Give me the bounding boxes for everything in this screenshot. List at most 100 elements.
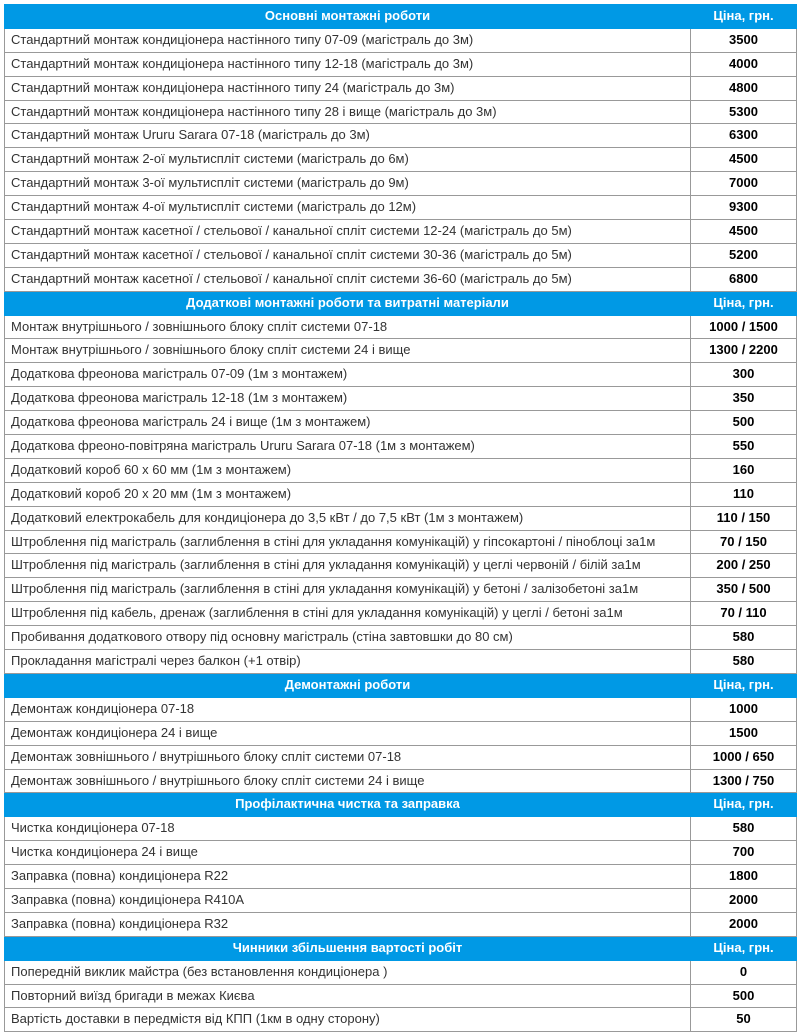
section-title: Основні монтажні роботи: [5, 5, 691, 29]
service-price: 1500: [691, 721, 797, 745]
service-price: 350 / 500: [691, 578, 797, 602]
section-header-row: Профілактична чистка та заправкаЦіна, гр…: [5, 793, 797, 817]
section-title: Додаткові монтажні роботи та витратні ма…: [5, 291, 691, 315]
service-description: Пробивання додаткового отвору під основн…: [5, 626, 691, 650]
section-header-row: Основні монтажні роботиЦіна, грн.: [5, 5, 797, 29]
service-price: 1000 / 650: [691, 745, 797, 769]
service-description: Стандартний монтаж 2-ої мультиспліт сист…: [5, 148, 691, 172]
section-title: Профілактична чистка та заправка: [5, 793, 691, 817]
service-description: Штроблення під магістраль (заглиблення в…: [5, 554, 691, 578]
table-row: Демонтаж зовнішнього / внутрішнього блок…: [5, 769, 797, 793]
service-price: 70 / 110: [691, 602, 797, 626]
service-price: 7000: [691, 172, 797, 196]
service-description: Стандартний монтаж касетної / стельової …: [5, 243, 691, 267]
service-description: Додаткова фреонова магістраль 07-09 (1м …: [5, 363, 691, 387]
table-row: Штроблення під магістраль (заглиблення в…: [5, 554, 797, 578]
service-description: Заправка (повна) кондиціонера R410A: [5, 888, 691, 912]
table-row: Стандартний монтаж касетної / стельової …: [5, 243, 797, 267]
table-row: Додаткова фреонова магістраль 07-09 (1м …: [5, 363, 797, 387]
service-description: Штроблення під магістраль (заглиблення в…: [5, 578, 691, 602]
service-price: 70 / 150: [691, 530, 797, 554]
service-price: 580: [691, 817, 797, 841]
table-row: Штроблення під магістраль (заглиблення в…: [5, 578, 797, 602]
service-price: 580: [691, 626, 797, 650]
table-row: Штроблення під магістраль (заглиблення в…: [5, 530, 797, 554]
service-description: Повторний виїзд бригади в межах Києва: [5, 984, 691, 1008]
table-row: Стандартний монтаж кондиціонера настінно…: [5, 100, 797, 124]
section-header-row: Демонтажні роботиЦіна, грн.: [5, 673, 797, 697]
service-description: Заправка (повна) кондиціонера R32: [5, 912, 691, 936]
table-row: Додатковий короб 60 х 60 мм (1м з монтаж…: [5, 458, 797, 482]
service-description: Штроблення під кабель, дренаж (заглиблен…: [5, 602, 691, 626]
table-row: Стандартний монтаж кондиціонера настінно…: [5, 52, 797, 76]
service-price: 5200: [691, 243, 797, 267]
table-row: Чистка кондиціонера 07-18580: [5, 817, 797, 841]
table-row: Монтаж внутрішнього / зовнішнього блоку …: [5, 339, 797, 363]
price-column-header: Ціна, грн.: [691, 936, 797, 960]
table-row: Стандартний монтаж 2-ої мультиспліт сист…: [5, 148, 797, 172]
price-column-header: Ціна, грн.: [691, 291, 797, 315]
price-table: Основні монтажні роботиЦіна, грн.Стандар…: [4, 4, 797, 1032]
service-description: Прокладання магістралі через балкон (+1 …: [5, 650, 691, 674]
service-description: Додатковий електрокабель для кондиціонер…: [5, 506, 691, 530]
service-description: Стандартний монтаж 4-ої мультиспліт сист…: [5, 196, 691, 220]
service-description: Додаткова фреонова магістраль 12-18 (1м …: [5, 387, 691, 411]
service-description: Демонтаж кондиціонера 24 і вище: [5, 721, 691, 745]
table-row: Додаткова фреоно-повітряна магістраль Ur…: [5, 435, 797, 459]
service-description: Стандартний монтаж кондиціонера настінно…: [5, 52, 691, 76]
service-price: 6800: [691, 267, 797, 291]
service-price: 1800: [691, 865, 797, 889]
table-row: Стандартний монтаж касетної / стельової …: [5, 267, 797, 291]
service-description: Заправка (повна) кондиціонера R22: [5, 865, 691, 889]
service-price: 500: [691, 984, 797, 1008]
table-row: Монтаж внутрішнього / зовнішнього блоку …: [5, 315, 797, 339]
table-row: Додаткова фреонова магістраль 24 і вище …: [5, 411, 797, 435]
table-row: Демонтаж зовнішнього / внутрішнього блок…: [5, 745, 797, 769]
service-description: Попередній виклик майстра (без встановле…: [5, 960, 691, 984]
service-description: Демонтаж кондиціонера 07-18: [5, 697, 691, 721]
service-price: 4500: [691, 148, 797, 172]
service-price: 700: [691, 841, 797, 865]
section-title: Чинники збільшення вартості робіт: [5, 936, 691, 960]
section-header-row: Додаткові монтажні роботи та витратні ма…: [5, 291, 797, 315]
table-row: Заправка (повна) кондиціонера R410A2000: [5, 888, 797, 912]
table-row: Стандартний монтаж Ururu Sarara 07-18 (м…: [5, 124, 797, 148]
service-price: 4800: [691, 76, 797, 100]
table-row: Заправка (повна) кондиціонера R322000: [5, 912, 797, 936]
service-price: 580: [691, 650, 797, 674]
table-row: Прокладання магістралі через балкон (+1 …: [5, 650, 797, 674]
service-description: Демонтаж зовнішнього / внутрішнього блок…: [5, 769, 691, 793]
table-row: Чистка кондиціонера 24 і вище700: [5, 841, 797, 865]
service-price: 50: [691, 1008, 797, 1032]
service-price: 110: [691, 482, 797, 506]
section-title: Демонтажні роботи: [5, 673, 691, 697]
table-row: Додатковий електрокабель для кондиціонер…: [5, 506, 797, 530]
service-price: 6300: [691, 124, 797, 148]
service-description: Демонтаж зовнішнього / внутрішнього блок…: [5, 745, 691, 769]
service-price: 9300: [691, 196, 797, 220]
price-column-header: Ціна, грн.: [691, 793, 797, 817]
table-row: Попередній виклик майстра (без встановле…: [5, 960, 797, 984]
service-description: Штроблення під магістраль (заглиблення в…: [5, 530, 691, 554]
service-description: Монтаж внутрішнього / зовнішнього блоку …: [5, 339, 691, 363]
service-price: 1000 / 1500: [691, 315, 797, 339]
service-price: 3500: [691, 28, 797, 52]
service-description: Стандартний монтаж кондиціонера настінно…: [5, 28, 691, 52]
service-price: 550: [691, 435, 797, 459]
service-description: Чистка кондиціонера 07-18: [5, 817, 691, 841]
table-row: Стандартний монтаж кондиціонера настінно…: [5, 28, 797, 52]
service-description: Монтаж внутрішнього / зовнішнього блоку …: [5, 315, 691, 339]
price-column-header: Ціна, грн.: [691, 5, 797, 29]
service-description: Стандартний монтаж касетної / стельової …: [5, 220, 691, 244]
table-row: Вартість доставки в передмістя від КПП (…: [5, 1008, 797, 1032]
service-price: 110 / 150: [691, 506, 797, 530]
price-column-header: Ціна, грн.: [691, 673, 797, 697]
service-price: 2000: [691, 912, 797, 936]
table-row: Демонтаж кондиціонера 24 і вище1500: [5, 721, 797, 745]
service-price: 0: [691, 960, 797, 984]
service-price: 1300 / 2200: [691, 339, 797, 363]
service-price: 1000: [691, 697, 797, 721]
table-row: Стандартний монтаж касетної / стельової …: [5, 220, 797, 244]
table-row: Повторний виїзд бригади в межах Києва500: [5, 984, 797, 1008]
service-price: 4000: [691, 52, 797, 76]
